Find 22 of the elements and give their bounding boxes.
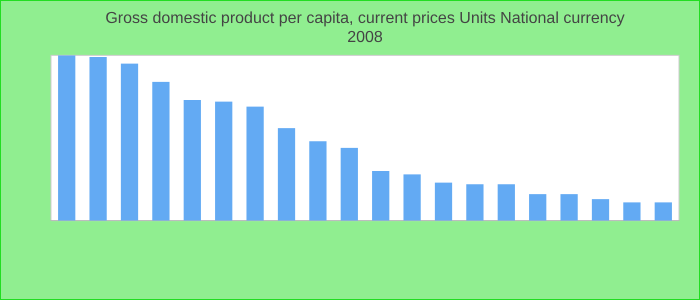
text: Gross domestic product per capita, current prices Units National currency: [105, 10, 625, 28]
bar: [529, 194, 546, 221]
bar: [434, 182, 452, 221]
bar: [184, 100, 201, 221]
bar: [215, 102, 232, 221]
bar: [152, 82, 170, 221]
bar: [623, 202, 641, 221]
bar: [592, 199, 610, 221]
bar: [120, 64, 138, 221]
bar: [466, 184, 484, 221]
bar: [340, 148, 358, 221]
bar: [58, 55, 76, 221]
bar: [560, 194, 578, 221]
bar: [89, 57, 107, 221]
bar: [278, 128, 296, 221]
bar: [372, 171, 390, 221]
bar: [654, 202, 672, 221]
text: 2008: [347, 29, 383, 46]
bar: [403, 174, 421, 221]
bar: [246, 106, 264, 221]
bar: [498, 184, 515, 221]
bar: [309, 141, 327, 221]
